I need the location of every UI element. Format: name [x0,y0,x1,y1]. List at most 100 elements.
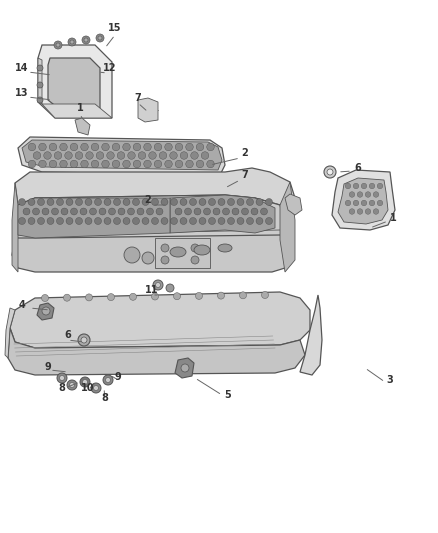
Circle shape [349,192,355,197]
Circle shape [85,198,92,206]
Circle shape [345,183,351,189]
Circle shape [107,294,114,301]
Polygon shape [48,58,100,108]
Circle shape [251,208,258,215]
Circle shape [75,217,82,224]
Circle shape [218,217,225,224]
Polygon shape [38,58,42,104]
Circle shape [146,208,153,215]
Circle shape [123,198,130,206]
Circle shape [57,198,64,206]
Circle shape [175,143,183,151]
Circle shape [113,217,120,224]
Circle shape [91,143,99,151]
Circle shape [28,198,35,206]
Circle shape [60,143,67,151]
Circle shape [153,280,163,290]
Polygon shape [10,292,310,348]
Circle shape [66,198,73,206]
Circle shape [54,152,62,159]
Circle shape [112,160,120,168]
Circle shape [75,198,82,206]
Circle shape [138,152,146,159]
Circle shape [65,152,72,159]
Circle shape [261,208,268,215]
Circle shape [42,307,50,315]
Circle shape [67,380,77,390]
Circle shape [56,43,60,47]
Circle shape [23,208,30,215]
Circle shape [103,375,113,385]
Circle shape [49,160,57,168]
Ellipse shape [194,245,210,255]
Text: 2: 2 [145,195,152,205]
Circle shape [124,247,140,263]
Circle shape [130,293,137,300]
Circle shape [113,198,120,206]
Circle shape [265,198,272,206]
Circle shape [99,208,106,215]
Circle shape [57,217,64,224]
Circle shape [357,209,363,214]
Circle shape [89,208,96,215]
Circle shape [96,34,104,42]
Circle shape [75,152,83,159]
Circle shape [82,379,88,384]
Circle shape [28,160,36,168]
Circle shape [155,282,160,287]
Circle shape [218,198,225,206]
Circle shape [165,160,172,168]
Circle shape [152,198,159,206]
Circle shape [213,208,220,215]
Circle shape [180,198,187,206]
Polygon shape [280,182,295,272]
Circle shape [81,160,88,168]
Circle shape [84,38,88,42]
Circle shape [154,160,162,168]
Polygon shape [38,45,112,118]
Circle shape [82,36,90,44]
Circle shape [175,208,182,215]
Circle shape [184,208,191,215]
Circle shape [175,160,183,168]
Circle shape [227,217,234,224]
Circle shape [161,244,169,252]
Text: 9: 9 [45,362,51,372]
Circle shape [64,294,71,301]
Text: 15: 15 [108,23,122,33]
Text: 1: 1 [77,103,83,113]
Circle shape [345,200,351,206]
Polygon shape [175,358,194,378]
Circle shape [37,97,43,103]
Circle shape [71,208,78,215]
Circle shape [95,217,102,224]
Polygon shape [18,137,225,175]
Circle shape [98,36,102,40]
Circle shape [196,143,204,151]
Circle shape [142,217,149,224]
Text: 5: 5 [225,390,231,400]
Circle shape [28,143,36,151]
Text: 7: 7 [134,93,141,103]
Circle shape [102,160,110,168]
Circle shape [57,373,67,383]
Circle shape [37,82,43,88]
Circle shape [70,143,78,151]
Text: 3: 3 [387,375,393,385]
Circle shape [47,217,54,224]
Circle shape [369,183,375,189]
Circle shape [353,200,359,206]
Circle shape [18,198,25,206]
Polygon shape [22,140,222,170]
Circle shape [201,152,209,159]
Ellipse shape [170,247,186,257]
Circle shape [70,40,74,44]
Circle shape [261,292,268,298]
Circle shape [207,143,214,151]
Polygon shape [15,168,295,205]
Circle shape [80,377,90,387]
Circle shape [241,208,248,215]
Circle shape [60,376,64,381]
Circle shape [232,208,239,215]
Circle shape [93,385,99,391]
